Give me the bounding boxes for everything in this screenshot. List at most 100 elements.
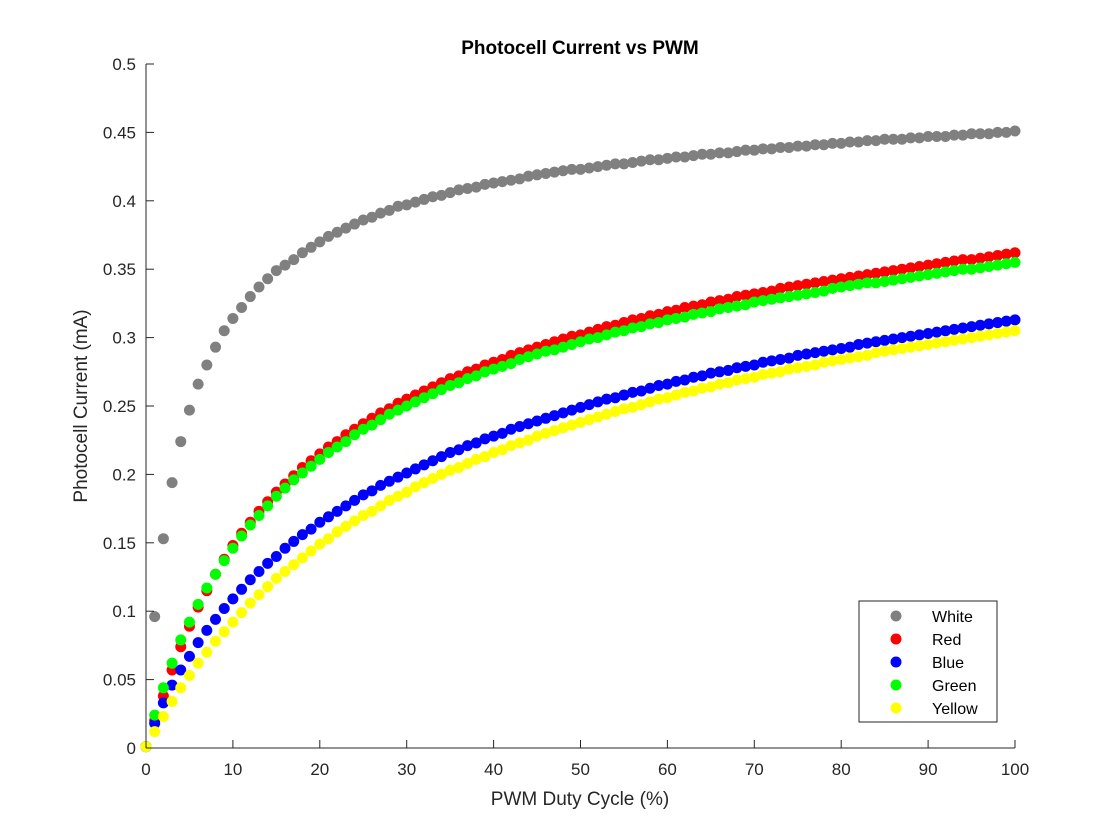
data-point-red bbox=[835, 273, 847, 285]
data-point-blue bbox=[627, 386, 639, 398]
data-point-yellow bbox=[522, 434, 534, 446]
data-point-red bbox=[670, 304, 682, 316]
data-point-blue bbox=[696, 370, 708, 382]
data-point-green bbox=[566, 338, 578, 350]
data-point-blue bbox=[818, 345, 830, 357]
data-point-yellow bbox=[948, 334, 960, 346]
data-point-green bbox=[913, 270, 925, 282]
data-point-yellow bbox=[853, 351, 865, 363]
data-point-green bbox=[427, 388, 439, 400]
data-point-white bbox=[948, 129, 960, 141]
data-point-blue bbox=[514, 421, 526, 433]
data-point-blue bbox=[618, 389, 630, 401]
data-point-red bbox=[827, 274, 839, 286]
data-point-blue bbox=[548, 410, 560, 422]
data-point-green bbox=[253, 509, 265, 521]
data-point-blue bbox=[827, 344, 839, 356]
x-ticks: 0 10 20 30 40 50 60 70 80 90 100 bbox=[141, 740, 1029, 779]
data-point-blue bbox=[375, 479, 387, 491]
data-point-yellow bbox=[618, 403, 630, 415]
data-point-green bbox=[366, 419, 378, 431]
data-point-green bbox=[1009, 256, 1021, 268]
y-tick-label: 0.3 bbox=[112, 329, 136, 348]
data-point-white bbox=[809, 139, 821, 151]
y-tick-label: 0.35 bbox=[103, 260, 136, 279]
data-point-red bbox=[809, 277, 821, 289]
data-point-white bbox=[296, 247, 308, 259]
data-point-blue bbox=[948, 323, 960, 335]
data-point-white bbox=[783, 141, 795, 153]
y-axis-label: Photocell Current (mA) bbox=[71, 309, 92, 502]
data-point-blue bbox=[887, 333, 899, 345]
data-point-yellow bbox=[244, 597, 256, 609]
data-point-yellow bbox=[905, 341, 917, 353]
data-point-white bbox=[661, 152, 673, 164]
data-point-blue bbox=[939, 325, 951, 337]
data-point-yellow bbox=[627, 401, 639, 413]
data-point-yellow bbox=[357, 509, 369, 521]
data-point-blue bbox=[383, 475, 395, 487]
data-point-white bbox=[705, 148, 717, 160]
data-point-green bbox=[575, 336, 586, 348]
data-point-green bbox=[183, 616, 195, 628]
data-point-white bbox=[540, 167, 552, 179]
series-yellow bbox=[140, 325, 1021, 753]
data-point-white bbox=[870, 135, 882, 147]
data-point-yellow bbox=[661, 392, 673, 404]
data-point-green bbox=[531, 348, 543, 360]
data-point-blue bbox=[366, 485, 378, 497]
data-point-green bbox=[418, 392, 430, 404]
data-point-yellow bbox=[592, 411, 604, 423]
data-point-yellow bbox=[331, 526, 343, 538]
data-point-blue bbox=[557, 407, 569, 419]
data-point-yellow bbox=[392, 490, 404, 502]
data-point-white bbox=[149, 611, 161, 623]
data-point-white bbox=[992, 126, 1004, 138]
legend-label-blue: Blue bbox=[932, 655, 964, 672]
data-point-green bbox=[748, 296, 760, 308]
data-point-blue bbox=[687, 371, 699, 383]
data-point-green bbox=[818, 285, 830, 297]
series-blue bbox=[140, 314, 1021, 753]
data-point-green bbox=[201, 582, 213, 594]
data-point-yellow bbox=[435, 468, 447, 480]
x-tick-label: 70 bbox=[745, 760, 764, 779]
data-point-red bbox=[783, 281, 795, 293]
data-point-white bbox=[435, 189, 447, 201]
data-point-green bbox=[609, 326, 621, 338]
data-point-red bbox=[661, 306, 673, 318]
data-point-yellow bbox=[887, 344, 899, 356]
data-point-blue bbox=[766, 355, 778, 367]
data-point-white bbox=[375, 207, 387, 219]
data-point-yellow bbox=[175, 682, 187, 694]
data-point-blue bbox=[861, 337, 873, 349]
data-point-green bbox=[757, 295, 769, 307]
data-point-yellow bbox=[922, 338, 934, 350]
data-point-green bbox=[192, 598, 204, 610]
data-point-blue bbox=[157, 697, 169, 709]
data-point-red bbox=[748, 288, 760, 300]
data-point-yellow bbox=[218, 626, 230, 638]
data-point-white bbox=[409, 196, 421, 208]
data-point-yellow bbox=[931, 337, 943, 349]
data-point-yellow bbox=[879, 345, 891, 357]
data-point-red bbox=[731, 291, 743, 303]
legend-marker-yellow bbox=[890, 702, 902, 714]
data-point-red bbox=[566, 330, 578, 342]
data-point-blue bbox=[966, 321, 978, 333]
data-point-blue bbox=[609, 392, 621, 404]
x-tick-label: 90 bbox=[919, 760, 938, 779]
data-point-yellow bbox=[340, 520, 352, 532]
data-point-blue bbox=[853, 338, 865, 350]
data-point-green bbox=[314, 453, 326, 465]
data-point-green bbox=[496, 360, 508, 372]
data-point-green bbox=[401, 400, 413, 412]
data-point-yellow bbox=[705, 381, 717, 393]
data-point-blue bbox=[488, 430, 500, 442]
x-tick-label: 30 bbox=[397, 760, 416, 779]
data-point-green bbox=[175, 634, 187, 646]
data-point-green bbox=[974, 262, 986, 274]
data-point-red bbox=[548, 336, 560, 348]
data-point-blue bbox=[540, 412, 552, 424]
